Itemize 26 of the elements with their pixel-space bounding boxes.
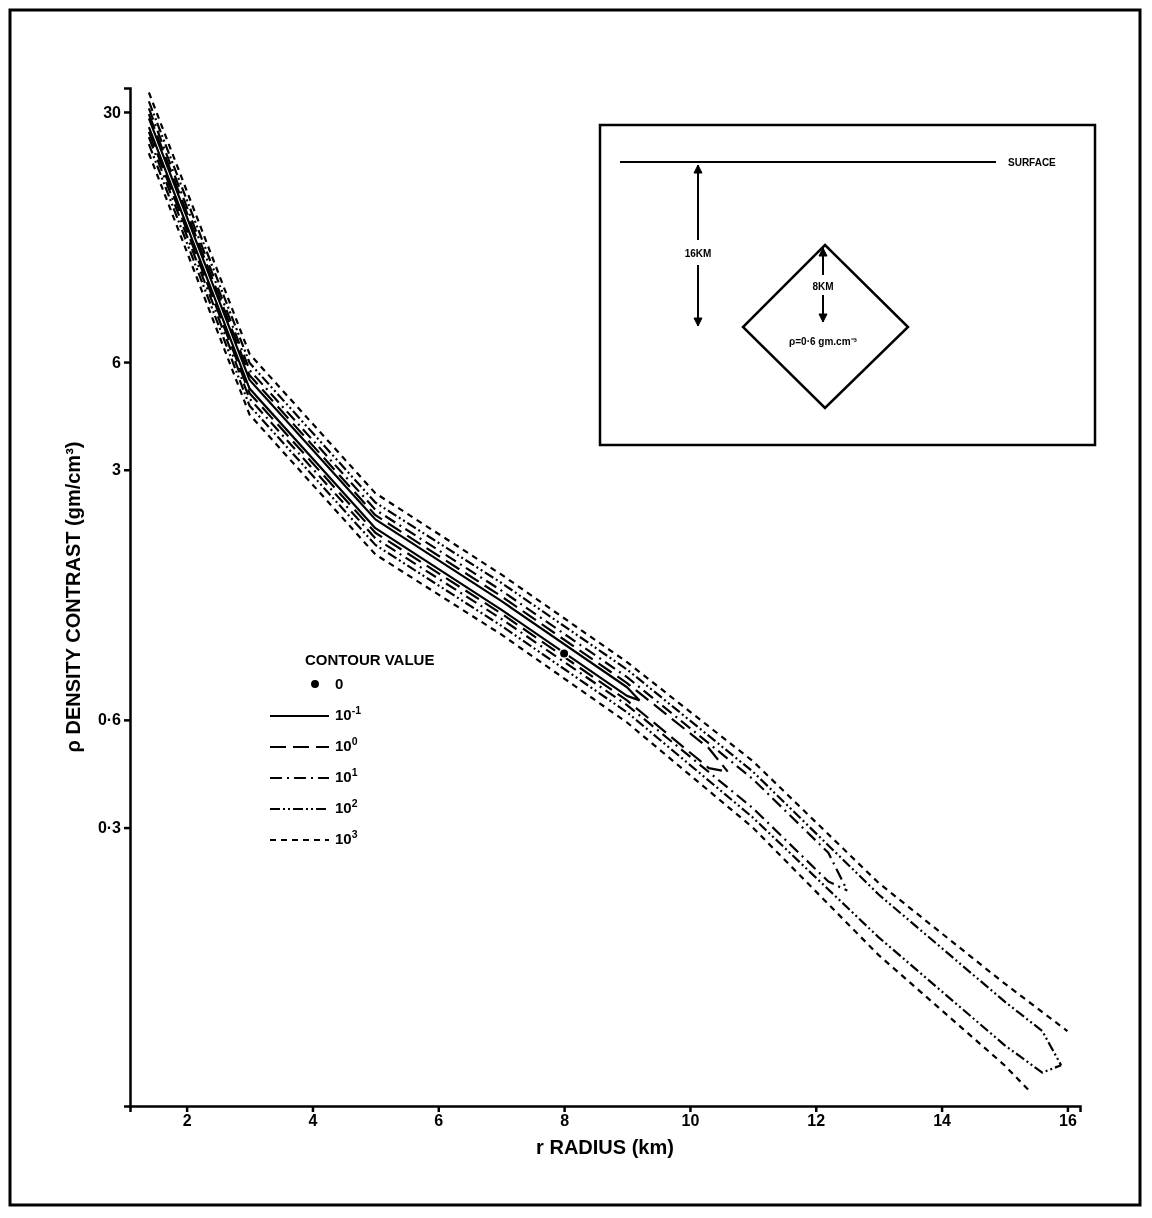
- y-tick-label: 6: [112, 353, 122, 371]
- annotation: 8KM: [812, 281, 834, 292]
- legend-title: CONTOUR VALUE: [305, 651, 435, 668]
- x-tick-label: 10: [681, 1112, 700, 1130]
- legend-label: 10$^{-1}$: [335, 704, 362, 723]
- y-tick-label: 0·6: [97, 711, 122, 729]
- x-tick-label: 6: [434, 1112, 444, 1130]
- annotation: 16KM: [684, 248, 712, 259]
- x-tick-label: 8: [560, 1112, 570, 1130]
- annotation: ρ=0·6 gm.cm⁻³: [789, 336, 858, 347]
- y-tick-label: 30: [103, 103, 122, 121]
- legend-label: 0: [335, 675, 344, 692]
- x-tick-label: 16: [1059, 1112, 1077, 1130]
- legend-label: 10$^{0}$: [335, 735, 358, 754]
- legend-label: 10$^{1}$: [335, 766, 358, 785]
- y-tick-label: 3: [112, 461, 122, 479]
- legend-label: 10$^{3}$: [335, 828, 358, 847]
- y-axis-title: ρ DENSITY CONTRAST (gm/cm³): [62, 441, 84, 753]
- y-tick-label: 0·3: [97, 819, 122, 837]
- annotation: SURFACE: [1008, 157, 1057, 168]
- legend-label: 10$^{2}$: [335, 797, 358, 816]
- x-tick-label: 4: [308, 1112, 318, 1130]
- x-tick-label: 14: [933, 1112, 952, 1130]
- x-tick-label: 12: [807, 1112, 826, 1130]
- x-tick-label: 2: [182, 1112, 192, 1130]
- x-axis-title: r RADIUS (km): [536, 1136, 674, 1158]
